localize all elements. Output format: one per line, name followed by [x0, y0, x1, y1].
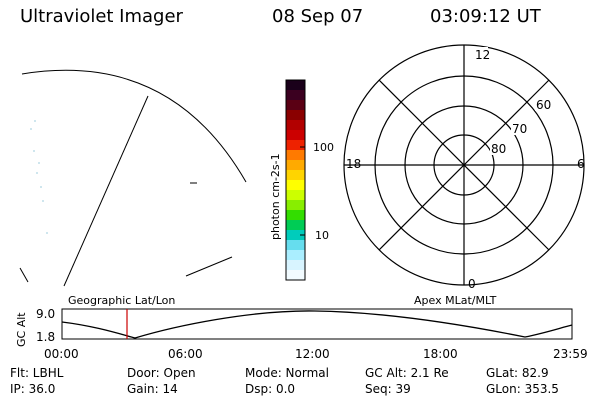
- info-glon: GLon: 353.5: [486, 382, 559, 396]
- date-label: 08 Sep 07: [272, 6, 364, 27]
- earth-limb-arc: [21, 69, 247, 183]
- info-seq: Seq: 39: [365, 382, 411, 396]
- gc-alt-panel-right-title: Apex MLat/MLT: [414, 294, 497, 307]
- lat-label-70: 70: [512, 122, 527, 136]
- colorbar-segment: [286, 220, 305, 231]
- info-ip: IP: 36.0: [10, 382, 56, 396]
- gc-alt-frame: [61, 308, 573, 340]
- colorbar-segment: [286, 160, 305, 171]
- gc-alt-ytick-high: 9.0: [36, 307, 55, 321]
- colorbar-frame: [285, 79, 306, 281]
- polar-plot: [343, 44, 585, 286]
- x-tick-1200: 12:00: [295, 347, 330, 361]
- mlt-label-18: 18: [346, 157, 361, 171]
- colorbar-segment: [286, 200, 305, 211]
- aurora-specks: [30, 120, 48, 234]
- polar-diagonal-2: [378, 79, 550, 251]
- polar-labels: 12 18 6 0 60 70 80: [346, 47, 585, 291]
- geographic-image-panel: [19, 69, 247, 287]
- info-gc-alt: GC Alt: 2.1 Re: [365, 366, 449, 380]
- gc-alt-ylabel: GC Alt: [15, 312, 28, 347]
- colorbar-segment: [286, 180, 305, 191]
- info-flt: Flt: LBHL: [10, 366, 64, 380]
- colorbar-axis-label: photon cm-2s-1: [269, 153, 282, 240]
- colorbar-segment: [286, 250, 305, 261]
- colorbar-segment: [286, 270, 305, 281]
- colorbar: [286, 80, 305, 281]
- x-tick-0000: 00:00: [44, 347, 79, 361]
- gc-alt-panel-left-title: Geographic Lat/Lon: [68, 294, 175, 307]
- colorbar-segment: [286, 110, 305, 121]
- colorbar-segment: [286, 120, 305, 131]
- x-tick-0600: 06:00: [168, 347, 203, 361]
- mlt-label-6: 6: [577, 157, 585, 171]
- colorbar-segment: [286, 240, 305, 251]
- mlt-label-0: 0: [468, 277, 476, 291]
- colorbar-tick-label-100: 100: [313, 141, 334, 154]
- info-glat: GLat: 82.9: [486, 366, 549, 380]
- colorbar-segment: [286, 190, 305, 201]
- edge-line: [19, 267, 29, 283]
- colorbar-segment: [286, 260, 305, 271]
- mlt-label-12: 12: [475, 48, 490, 62]
- colorbar-segment: [286, 230, 305, 241]
- lat-label-80: 80: [491, 142, 506, 156]
- gc-alt-curve: [61, 310, 573, 339]
- colorbar-segment: [286, 210, 305, 221]
- gc-alt-ytick-low: 1.8: [36, 330, 55, 344]
- terminator-line: [185, 256, 233, 277]
- colorbar-segment: [286, 140, 305, 151]
- x-tick-2359: 23:59: [553, 347, 588, 361]
- info-mode: Mode: Normal: [245, 366, 329, 380]
- colorbar-segment: [286, 80, 305, 91]
- colorbar-segment: [286, 100, 305, 111]
- colorbar-segment: [286, 150, 305, 161]
- gc-alt-panel: Geographic Lat/Lon Apex MLat/MLT GC Alt …: [15, 294, 573, 347]
- time-label: 03:09:12 UT: [430, 6, 541, 27]
- info-gain: Gain: 14: [127, 382, 178, 396]
- lat-label-60: 60: [536, 98, 551, 112]
- info-dsp: Dsp: 0.0: [245, 382, 296, 396]
- meridian-line: [63, 95, 149, 287]
- x-tick-1800: 18:00: [423, 347, 458, 361]
- colorbar-tick-label-10: 10: [315, 229, 329, 242]
- colorbar-segment: [286, 170, 305, 181]
- colorbar-segment: [286, 90, 305, 101]
- colorbar-segment: [286, 130, 305, 141]
- info-door: Door: Open: [127, 366, 196, 380]
- app-title: Ultraviolet Imager: [20, 6, 183, 27]
